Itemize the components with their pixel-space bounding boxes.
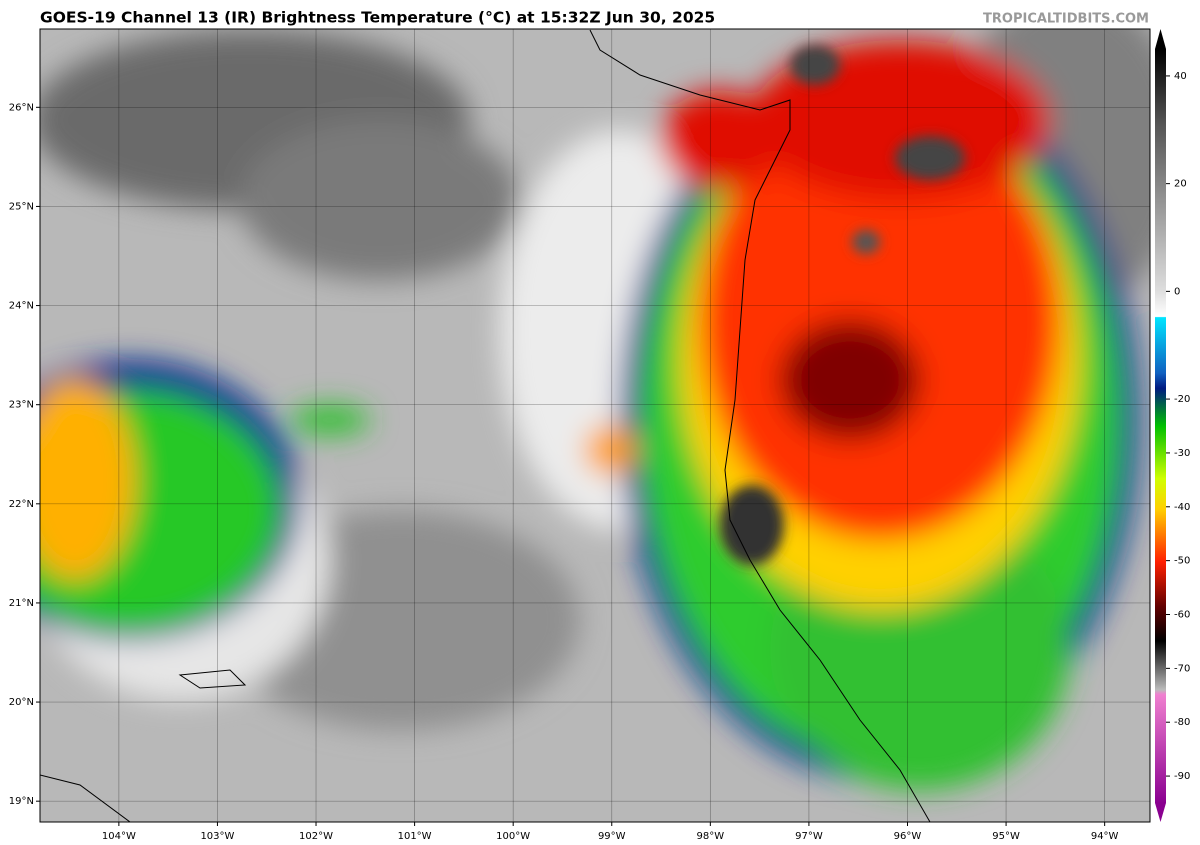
lon-label: 103°W xyxy=(200,831,234,842)
watermark: TROPICALTIDBITS.COM xyxy=(983,12,1149,27)
lon-label: 100°W xyxy=(496,831,530,842)
lon-label: 99°W xyxy=(598,831,626,842)
colorbar-label: -40 xyxy=(1174,502,1190,513)
map-frame xyxy=(39,28,1151,823)
lat-label: 19°N xyxy=(9,796,34,807)
colorbar-label: 20 xyxy=(1174,179,1187,190)
lon-label: 94°W xyxy=(1091,831,1119,842)
colorbar-label: -90 xyxy=(1174,771,1190,782)
colorbar xyxy=(1155,49,1166,803)
colorbar-label: 0 xyxy=(1174,286,1180,297)
lat-label: 23°N xyxy=(9,400,34,411)
colorbar-label: -80 xyxy=(1174,717,1190,728)
lat-label: 22°N xyxy=(9,499,34,510)
colorbar-label: -20 xyxy=(1174,394,1190,405)
colorbar-label: 40 xyxy=(1174,71,1187,82)
ir-imagery xyxy=(40,29,1150,822)
lon-label: 98°W xyxy=(697,831,725,842)
lat-label: 25°N xyxy=(9,201,34,212)
colorbar-label: -60 xyxy=(1174,610,1190,621)
lat-label: 20°N xyxy=(9,697,34,708)
lat-label: 26°N xyxy=(9,102,34,113)
colorbar-label: -50 xyxy=(1174,556,1190,567)
map-title: GOES-19 Channel 13 (IR) Brightness Tempe… xyxy=(40,9,715,27)
lon-label: 101°W xyxy=(398,831,432,842)
colorbar-bottom-arrow xyxy=(1155,803,1166,822)
lon-label: 102°W xyxy=(299,831,333,842)
lat-label: 24°N xyxy=(9,301,34,312)
lon-label: 96°W xyxy=(894,831,922,842)
colorbar-label: -30 xyxy=(1174,448,1190,459)
lon-label: 97°W xyxy=(795,831,823,842)
colorbar-top-arrow xyxy=(1155,29,1166,49)
lon-label: 104°W xyxy=(102,831,136,842)
lon-label: 95°W xyxy=(992,831,1020,842)
colorbar-label: -70 xyxy=(1174,663,1190,674)
lat-label: 21°N xyxy=(9,598,34,609)
